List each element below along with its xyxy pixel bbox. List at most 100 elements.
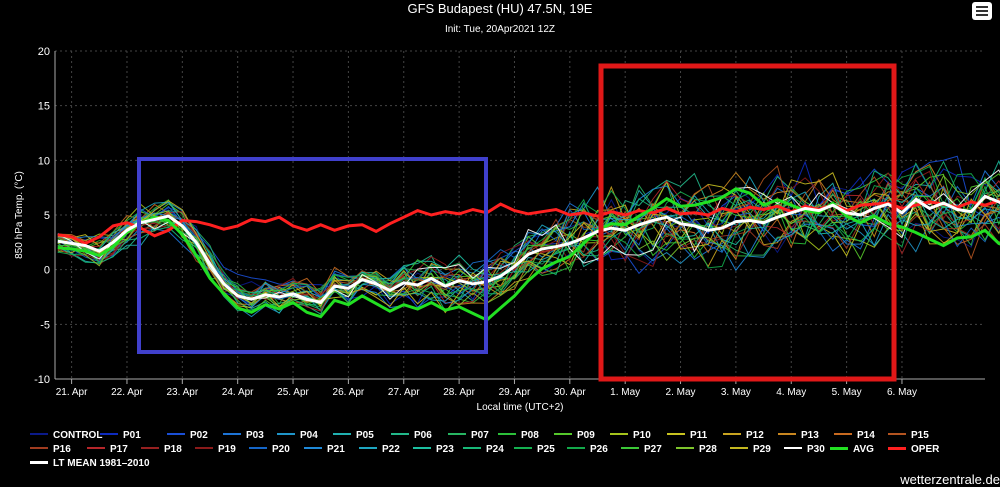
legend-swatch <box>610 433 628 436</box>
ensemble-member-line-p05 <box>57 182 1000 314</box>
legend-swatch <box>448 433 466 436</box>
legend-swatch <box>554 433 572 436</box>
ensemble-member-line-p29 <box>57 172 1000 314</box>
legend-swatch <box>784 447 802 450</box>
legend-item-p07[interactable]: P07 <box>448 430 489 441</box>
legend-label: P10 <box>633 430 651 441</box>
legend-item-p18[interactable]: P18 <box>141 444 182 455</box>
x-tick-label: 1. May <box>610 387 640 398</box>
legend-item-lt-mean-1981-2010[interactable]: LT MEAN 1981–2010 <box>30 458 150 469</box>
legend-swatch <box>333 433 351 436</box>
legend-item-avg[interactable]: AVG <box>830 444 874 455</box>
legend-label: LT MEAN 1981–2010 <box>53 458 150 469</box>
legend-item-p10[interactable]: P10 <box>610 430 651 441</box>
legend-item-p05[interactable]: P05 <box>333 430 374 441</box>
red-highlight-box <box>598 63 897 382</box>
legend-swatch <box>667 433 685 436</box>
legend-swatch <box>888 433 906 436</box>
legend-item-p20[interactable]: P20 <box>249 444 290 455</box>
legend-label: P26 <box>590 444 608 455</box>
legend-item-p29[interactable]: P29 <box>730 444 771 455</box>
lt-mean-line <box>57 199 1000 246</box>
legend-item-p27[interactable]: P27 <box>621 444 662 455</box>
legend-item-p28[interactable]: P28 <box>676 444 717 455</box>
legend-item-p14[interactable]: P14 <box>834 430 875 441</box>
blue-highlight-box <box>137 157 488 354</box>
legend-swatch <box>676 447 694 450</box>
legend-item-p26[interactable]: P26 <box>567 444 608 455</box>
legend-item-p30[interactable]: P30 <box>784 444 825 455</box>
y-tick-label: -5 <box>40 319 50 331</box>
legend-label: P18 <box>164 444 182 455</box>
legend-label: P09 <box>577 430 595 441</box>
legend-item-p06[interactable]: P06 <box>391 430 432 441</box>
legend-label: P27 <box>644 444 662 455</box>
legend-label: P01 <box>123 430 141 441</box>
legend-item-p09[interactable]: P09 <box>554 430 595 441</box>
legend-item-p21[interactable]: P21 <box>304 444 345 455</box>
legend-item-p12[interactable]: P12 <box>723 430 764 441</box>
legend-item-p23[interactable]: P23 <box>413 444 454 455</box>
x-tick-label: 4. May <box>776 387 806 398</box>
legend-label: P12 <box>746 430 764 441</box>
legend-swatch <box>413 447 431 450</box>
legend-item-p24[interactable]: P24 <box>463 444 504 455</box>
legend-item-p19[interactable]: P19 <box>195 444 236 455</box>
legend-item-p03[interactable]: P03 <box>223 430 264 441</box>
legend-item-p02[interactable]: P02 <box>167 430 208 441</box>
legend-label: P23 <box>436 444 454 455</box>
legend-item-p04[interactable]: P04 <box>277 430 318 441</box>
y-axis-label: 850 hPa Temp. (°C) <box>14 171 25 259</box>
legend-label: P21 <box>327 444 345 455</box>
legend-item-p22[interactable]: P22 <box>359 444 400 455</box>
x-tick-label: 28. Apr <box>443 387 475 398</box>
legend-swatch <box>100 433 118 436</box>
credit-text: wetterzentrale.de <box>900 472 1000 487</box>
legend-label: P11 <box>690 430 708 441</box>
legend-label: P29 <box>753 444 771 455</box>
legend-label: P13 <box>801 430 819 441</box>
hamburger-menu-icon[interactable] <box>972 2 992 20</box>
legend-label: P07 <box>471 430 489 441</box>
x-axis-label: Local time (UTC+2) <box>477 402 564 413</box>
legend-item-oper[interactable]: OPER <box>888 444 939 455</box>
legend-item-p11[interactable]: P11 <box>667 430 707 441</box>
y-tick-label: 10 <box>38 155 50 167</box>
legend-swatch <box>830 446 848 450</box>
legend-item-p08[interactable]: P08 <box>498 430 539 441</box>
legend-item-p16[interactable]: P16 <box>30 444 71 455</box>
x-tick-label: 25. Apr <box>277 387 309 398</box>
legend-swatch <box>195 447 213 450</box>
legend-item-p17[interactable]: P17 <box>87 444 128 455</box>
legend-item-control[interactable]: CONTROL <box>30 430 102 441</box>
legend-label: P04 <box>300 430 318 441</box>
legend-label: P14 <box>857 430 875 441</box>
x-tick-label: 30. Apr <box>554 387 586 398</box>
legend-swatch <box>30 447 48 450</box>
legend-swatch <box>277 433 295 436</box>
ensemble-member-line-control <box>57 186 1000 303</box>
legend-label: P16 <box>53 444 71 455</box>
legend-label: AVG <box>853 444 874 455</box>
legend-swatch <box>30 433 48 436</box>
x-tick-label: 6. May <box>887 387 917 398</box>
legend-item-p15[interactable]: P15 <box>888 430 929 441</box>
oper-line <box>57 187 1000 322</box>
legend-swatch <box>87 447 105 450</box>
legend-item-p13[interactable]: P13 <box>778 430 819 441</box>
ensemble-member-line-p22 <box>57 175 1000 305</box>
legend-swatch <box>223 433 241 436</box>
legend-label: P22 <box>382 444 400 455</box>
legend-swatch <box>463 447 481 450</box>
legend-swatch <box>30 460 48 464</box>
legend-item-p01[interactable]: P01 <box>100 430 141 441</box>
legend-label: P19 <box>218 444 236 455</box>
legend-label: CONTROL <box>53 430 103 441</box>
avg-line <box>57 194 1000 305</box>
legend-label: P25 <box>537 444 555 455</box>
legend-swatch <box>249 447 267 450</box>
legend-swatch <box>730 447 748 450</box>
ensemble-member-line-p08 <box>57 172 1000 305</box>
x-tick-label: 21. Apr <box>56 387 88 398</box>
legend-item-p25[interactable]: P25 <box>514 444 555 455</box>
